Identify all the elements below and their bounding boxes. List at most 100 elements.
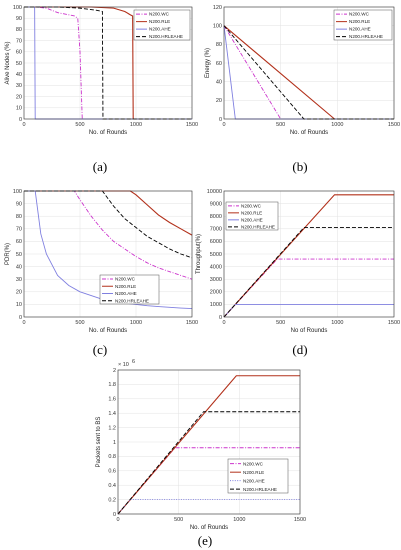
y-tick-label: 40 xyxy=(16,72,22,78)
x-tick-label: 0 xyxy=(222,122,225,128)
legend-entry: N200.HRLEAHE xyxy=(149,34,183,39)
series-line-rle xyxy=(117,375,300,515)
x-tick-label: 500 xyxy=(75,122,84,128)
panel-label: (b) xyxy=(292,159,307,174)
x-tick-label: 500 xyxy=(276,320,285,326)
x-tick-label: 0 xyxy=(222,320,225,326)
y-tick-label: 9000 xyxy=(210,201,222,207)
legend-entry: N200.AHE xyxy=(115,291,137,296)
x-tick-label: 1500 xyxy=(294,517,306,523)
series-line-ahe xyxy=(223,303,394,318)
y-tick-label: 60 xyxy=(216,61,222,67)
legend-entry: N200.AHE xyxy=(241,217,263,222)
x-tick-label: 1000 xyxy=(130,122,142,128)
legend-entry: N200.AHE xyxy=(149,27,171,32)
y-tick-label: 1.2 xyxy=(108,425,116,431)
y-tick-label: 3000 xyxy=(210,277,222,283)
legend-entry: N200.WC xyxy=(115,277,136,282)
series-line-wc xyxy=(24,6,192,120)
y-tick-label: 30 xyxy=(16,277,22,283)
x-tick-label: 1500 xyxy=(388,122,400,128)
legend-entry: N200.HRLEAHE xyxy=(115,298,149,303)
x-tick-label: 500 xyxy=(174,517,183,523)
y-tick-label: 1.8 xyxy=(108,382,116,388)
legend-entry: N200.RLE xyxy=(149,19,170,24)
y-tick-label: 70 xyxy=(16,38,22,44)
y-tick-label: 60 xyxy=(16,239,22,245)
y-tick-label: 70 xyxy=(16,227,22,233)
y-tick-label: 50 xyxy=(16,61,22,67)
y-axis-exponent: × 10 xyxy=(118,362,129,368)
panel-3: 0100020003000400050006000700080009000100… xyxy=(196,189,400,357)
y-tick-label: 20 xyxy=(216,98,222,104)
x-axis-label: No. of Rounds xyxy=(89,130,127,136)
panel-4: 0 0.2 0.4 0.6 0.8 1 1.2 1.4 1.6 1.8 2 0 500 1000 1500 N… xyxy=(96,359,306,548)
y-tick-label: 90 xyxy=(16,16,22,22)
panel-label: (a) xyxy=(93,159,107,174)
plot-frame xyxy=(23,190,193,318)
y-tick-label: 80 xyxy=(216,42,222,48)
y-axis-label: Throughput(%) xyxy=(196,234,202,274)
legend-entry: N200.RLE xyxy=(243,470,264,475)
legend-entry: N200.WC xyxy=(241,203,262,208)
x-tick-label: 1000 xyxy=(130,320,142,326)
y-tick-label: 30 xyxy=(16,83,22,89)
y-tick-label: 0 xyxy=(113,512,116,518)
x-axis-label: No. of Rounds xyxy=(290,130,328,136)
legend: N200.WC N200.RLE N200.AHE N200.HRLEAHE xyxy=(225,201,279,231)
plot-frame xyxy=(223,6,395,120)
legend-entry: N200.HRLEAHE xyxy=(243,487,277,492)
y-tick-label: 0 xyxy=(19,117,22,123)
y-tick-label: 100 xyxy=(13,189,22,195)
y-tick-label: 90 xyxy=(16,201,22,207)
y-tick-label: 0 xyxy=(219,117,222,123)
y-tick-label: 40 xyxy=(216,79,222,85)
series-line-rle xyxy=(24,190,193,236)
series-line-ahe xyxy=(117,499,300,515)
x-axis-label: No. of Rounds xyxy=(89,328,127,334)
x-tick-label: 1500 xyxy=(388,320,400,326)
legend-entry: N200.WC xyxy=(149,12,170,17)
y-tick-label: 0 xyxy=(219,315,222,321)
x-tick-label: 1500 xyxy=(186,122,198,128)
legend-entry: N200.AHE xyxy=(243,478,265,483)
y-tick-label: 80 xyxy=(16,214,22,220)
y-axis-label: Alive Nodes (%) xyxy=(5,41,11,84)
legend: N200.WC N200.RLE N200.AHE N200.HRLEAHE xyxy=(227,458,289,494)
series-line-hrleahe xyxy=(24,190,193,259)
legend-entry: N200.HRLEAHE xyxy=(241,224,275,229)
y-tick-label: 0.6 xyxy=(108,469,116,475)
y-tick-label: 40 xyxy=(16,264,22,270)
y-tick-label: 0.4 xyxy=(108,483,116,489)
plot-frame xyxy=(117,369,301,515)
x-axis-label: No. of Rounds xyxy=(190,525,228,531)
y-tick-label: 20 xyxy=(16,290,22,296)
x-tick-label: 0 xyxy=(116,517,119,523)
y-tick-label: 80 xyxy=(16,27,22,33)
legend-entry: N200.RLE xyxy=(115,284,136,289)
y-tick-label: 0.8 xyxy=(108,454,116,460)
y-tick-label: 100 xyxy=(13,5,22,11)
x-tick-label: 500 xyxy=(75,320,84,326)
legend-box xyxy=(99,274,160,305)
y-tick-label: 10000 xyxy=(207,189,222,195)
legend-entry: N200.RLE xyxy=(349,19,370,24)
y-tick-label: 5000 xyxy=(210,252,222,258)
y-tick-label: 1000 xyxy=(210,302,222,308)
legend: N200.WC N200.RLE N200.AHE N200.HRLEAHE xyxy=(133,9,191,41)
y-tick-label: 0 xyxy=(19,315,22,321)
y-tick-label: 2 xyxy=(113,368,116,374)
y-tick-label: 100 xyxy=(213,23,222,29)
y-tick-label: 20 xyxy=(16,94,22,100)
y-tick-label: 7000 xyxy=(210,227,222,233)
panel-1: 0 20 40 60 80 100 120 0 500 1000 1500 No. of Rounds… xyxy=(205,5,400,174)
series-line-hrleahe xyxy=(223,227,394,318)
y-tick-label: 1.4 xyxy=(108,411,116,417)
x-tick-label: 1000 xyxy=(331,122,343,128)
legend-entry: N200.WC xyxy=(349,12,370,17)
y-tick-label: 4000 xyxy=(210,264,222,270)
legend-entry: N200.AHE xyxy=(349,27,371,32)
legend-box xyxy=(333,9,393,41)
